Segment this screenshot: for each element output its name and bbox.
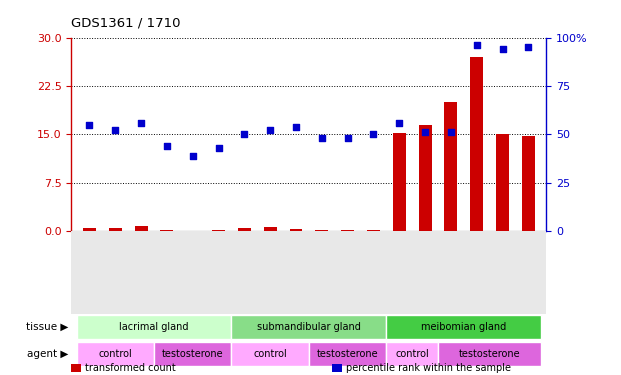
FancyBboxPatch shape xyxy=(386,342,438,366)
Bar xyxy=(367,230,380,231)
Bar xyxy=(289,229,302,231)
FancyBboxPatch shape xyxy=(232,315,386,339)
Text: lacrimal gland: lacrimal gland xyxy=(119,322,189,332)
Point xyxy=(472,42,482,48)
FancyBboxPatch shape xyxy=(76,342,154,366)
FancyBboxPatch shape xyxy=(309,342,386,366)
Bar xyxy=(264,227,277,231)
Point xyxy=(136,120,146,126)
Text: testosterone: testosterone xyxy=(459,349,520,359)
Point xyxy=(291,123,301,129)
FancyBboxPatch shape xyxy=(76,315,232,339)
Text: testosterone: testosterone xyxy=(317,349,378,359)
Point xyxy=(524,44,533,50)
Point xyxy=(420,129,430,135)
Text: GDS1361 / 1710: GDS1361 / 1710 xyxy=(71,17,181,30)
Point xyxy=(394,120,404,126)
Text: percentile rank within the sample: percentile rank within the sample xyxy=(346,363,511,373)
Bar xyxy=(393,133,406,231)
Point xyxy=(317,135,327,141)
Point xyxy=(265,128,275,134)
Bar xyxy=(315,230,329,231)
Text: submandibular gland: submandibular gland xyxy=(257,322,361,332)
Bar xyxy=(109,228,122,231)
Text: control: control xyxy=(396,349,429,359)
Point xyxy=(368,131,378,137)
FancyBboxPatch shape xyxy=(154,342,232,366)
Bar xyxy=(212,230,225,231)
Bar xyxy=(522,135,535,231)
FancyBboxPatch shape xyxy=(232,342,309,366)
Text: control: control xyxy=(253,349,287,359)
Bar xyxy=(160,230,173,231)
Text: transformed count: transformed count xyxy=(85,363,176,373)
Bar xyxy=(470,57,483,231)
Bar xyxy=(445,102,458,231)
Point xyxy=(497,46,507,52)
Point xyxy=(240,131,250,137)
Point xyxy=(84,122,94,128)
Point xyxy=(111,128,120,134)
Text: meibomian gland: meibomian gland xyxy=(421,322,507,332)
Text: control: control xyxy=(99,349,132,359)
Point xyxy=(214,145,224,151)
Bar xyxy=(238,228,251,231)
Bar xyxy=(496,134,509,231)
Text: tissue ▶: tissue ▶ xyxy=(26,322,68,332)
Point xyxy=(188,153,197,159)
Bar xyxy=(83,228,96,231)
FancyBboxPatch shape xyxy=(386,315,542,339)
Text: agent ▶: agent ▶ xyxy=(27,349,68,359)
Bar xyxy=(341,230,354,231)
Point xyxy=(343,135,353,141)
Point xyxy=(162,143,172,149)
Bar xyxy=(419,124,432,231)
Text: testosterone: testosterone xyxy=(162,349,224,359)
Bar xyxy=(135,226,148,231)
Point xyxy=(446,129,456,135)
FancyBboxPatch shape xyxy=(438,342,542,366)
